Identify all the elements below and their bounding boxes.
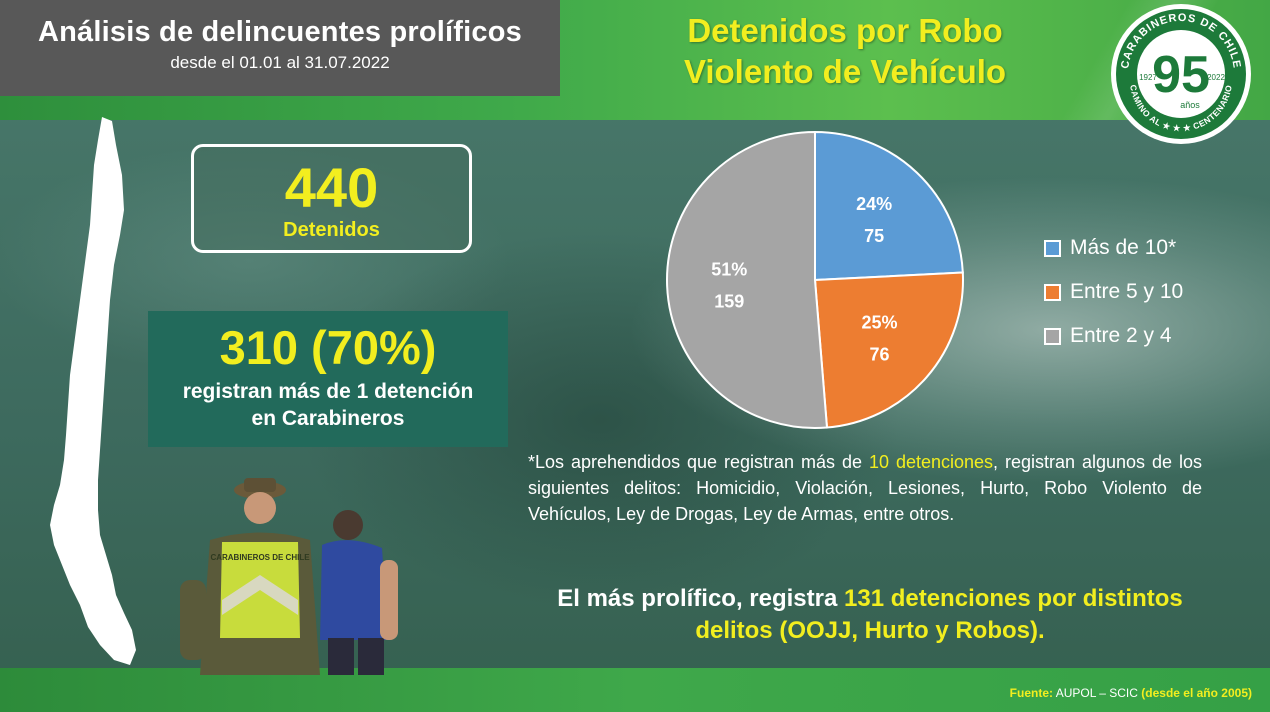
pie-value-label: 75 <box>864 226 884 246</box>
pie-chart: 24% 75 25% 76 51% 159 <box>666 130 964 429</box>
repeat-label-line1: registran más de 1 detención <box>182 380 474 403</box>
source-citation: Fuente: AUPOL – SCIC (desde el año 2005) <box>1010 686 1252 700</box>
prolific-highlight: 131 detenciones por distintos delitos (O… <box>695 585 1183 644</box>
pie-percent-label: 51% <box>711 259 747 279</box>
legend-label: Entre 2 y 4 <box>1070 324 1172 347</box>
legend-swatch <box>1044 283 1061 301</box>
pie-slice <box>814 130 964 282</box>
legend-label: Entre 5 y 10 <box>1070 280 1184 303</box>
legend-item-mas-de-10: Más de 10* <box>1044 226 1183 270</box>
header-box: Análisis de delincuentes prolíficos desd… <box>0 0 560 96</box>
chart-legend: Más de 10* Entre 5 y 10 Entre 2 y 4 <box>1044 226 1183 358</box>
main-title-line2: Violento de Vehículo <box>683 53 1007 90</box>
logo-year-left: 1927 <box>1139 73 1157 82</box>
carabineros-95-logo: CARABINEROS DE CHILE CAMINO AL ★ ★ ★ CEN… <box>1111 4 1251 144</box>
pie-chart-container: 24% 75 25% 76 51% 159 <box>660 128 970 438</box>
legend-swatch <box>1044 327 1061 345</box>
chile-map-silhouette <box>50 117 136 665</box>
officer-and-detainee-illustration: CARABINEROS DE CHILE <box>180 478 398 675</box>
repeat-label-line2: en Carabineros <box>251 407 405 430</box>
source-label: Fuente: <box>1009 686 1054 700</box>
header-title: Análisis de delincuentes prolíficos <box>37 16 522 48</box>
legend-item-entre-2-y-4: Entre 2 y 4 <box>1044 314 1183 358</box>
footnote-text: *Los aprehendidos que registran más de 1… <box>528 449 1202 527</box>
note-suffix: , registran algunos de los siguientes de… <box>528 452 1202 524</box>
note-prefix: *Los aprehendidos que registran más de <box>528 452 869 472</box>
pie-value-label: 76 <box>870 345 890 365</box>
note-highlight: 10 detenciones <box>868 452 994 472</box>
total-detained-label: Detenidos <box>283 219 380 241</box>
most-prolific-text: El más prolífico, registra 131 detencion… <box>520 583 1220 647</box>
repeat-offenders-label: registran más de 1 detención en Carabine… <box>148 378 508 432</box>
main-title-line1: Detenidos por Robo <box>687 12 1003 49</box>
source-org: AUPOL – SCIC <box>1053 686 1142 700</box>
header-subtitle: desde el 01.01 al 31.07.2022 <box>170 53 390 72</box>
pie-slice <box>813 271 964 429</box>
pie-value-label: 159 <box>714 291 744 311</box>
total-detained-box: 440 Detenidos <box>191 144 472 253</box>
source-note: (desde el año 2005) <box>1141 686 1252 700</box>
legend-item-entre-5-y-10: Entre 5 y 10 <box>1044 270 1183 314</box>
pie-slice <box>666 130 829 429</box>
bottom-band <box>0 668 1270 712</box>
logo-sub: años <box>1180 100 1200 110</box>
vest-text: CARABINEROS DE CHILE <box>210 553 310 562</box>
pie-percent-label: 25% <box>862 313 898 333</box>
legend-swatch <box>1044 239 1061 257</box>
total-detained-value: 440 <box>284 156 379 219</box>
pie-percent-label: 24% <box>856 194 892 214</box>
logo-year-right: 2022 <box>1207 73 1225 82</box>
repeat-offenders-value: 310 (70%) <box>219 321 437 374</box>
legend-label: Más de 10* <box>1070 236 1177 259</box>
main-title: Detenidos por Robo Violento de Vehículo <box>640 10 1050 92</box>
logo-number: 95 <box>1152 46 1210 104</box>
repeat-offenders-box: 310 (70%) registran más de 1 detención e… <box>148 311 508 447</box>
prolific-prefix: El más prolífico, registra <box>557 585 844 612</box>
